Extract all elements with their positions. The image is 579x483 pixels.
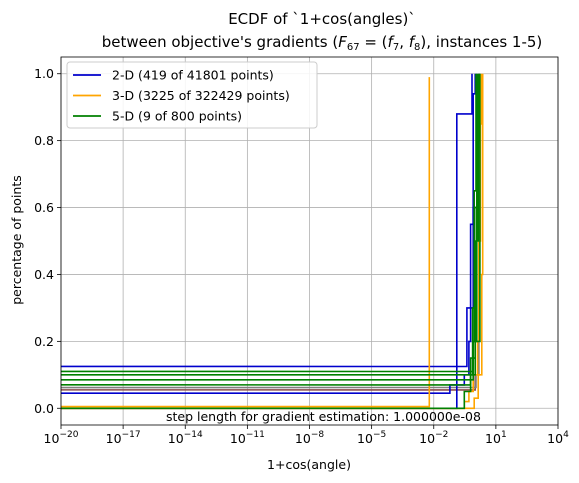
legend: 2-D (419 of 41801 points) 3-D (3225 of 32…	[66, 61, 318, 129]
y-tick-label: 0.2	[34, 334, 54, 349]
x-tick-label: 10−8	[295, 430, 324, 446]
x-tick-label: 10−14	[168, 430, 203, 446]
step-length-annotation: step length for gradient estimation: 1.0…	[166, 409, 481, 424]
chart-title-line1: ECDF of `1+cos(angles)`	[228, 10, 416, 28]
y-tick-label: 0.8	[34, 133, 54, 148]
x-tick-label: 10−20	[44, 430, 79, 446]
legend-label-series-3: 5-D (9 of 800 points)	[112, 109, 242, 124]
legend-label-series-1: 2-D (419 of 41801 points)	[112, 68, 274, 83]
x-axis-ticks: 10−20 10−17 10−14 10−11 10−8 10−5 10−2 101 104	[44, 425, 569, 446]
x-tick-label: 10−11	[230, 430, 265, 446]
ecdf-line-series-3	[60, 73, 481, 410]
x-tick-label: 104	[547, 430, 569, 446]
x-tick-label: 101	[485, 430, 507, 446]
y-axis-label: percentage of points	[9, 175, 24, 305]
ecdf-line-series-1	[60, 73, 476, 395]
x-tick-label: 10−5	[357, 430, 386, 446]
x-tick-label: 10−17	[106, 430, 141, 446]
chart-title-line2: between objective's gradients (F67 = (f7…	[102, 33, 543, 53]
ecdf-line-series-3	[60, 73, 481, 386]
y-tick-label: 0.6	[34, 200, 54, 215]
plot-area	[60, 73, 484, 410]
ecdf-line-series-2	[60, 73, 484, 410]
y-tick-label: 1.0	[34, 66, 54, 81]
x-axis-label: 1+cos(angle)	[267, 457, 351, 472]
y-tick-label: 0.4	[34, 267, 54, 282]
legend-label-series-2: 3-D (3225 of 322429 points)	[112, 88, 290, 103]
legend-box	[66, 61, 318, 129]
ecdf-line-series-2	[61, 77, 431, 408]
y-axis-ticks: 0.0 0.2 0.4 0.6 0.8 1.0	[34, 66, 61, 416]
x-tick-label: 10−2	[419, 430, 448, 446]
y-tick-label: 0.0	[34, 401, 54, 416]
